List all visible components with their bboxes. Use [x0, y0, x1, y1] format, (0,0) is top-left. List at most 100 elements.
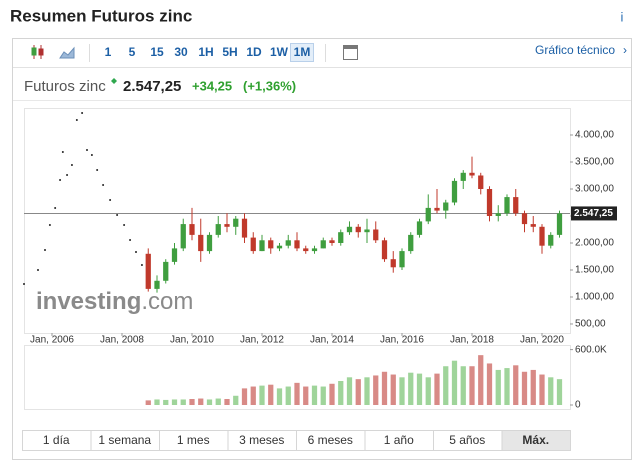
area-icon[interactable]: [59, 46, 75, 59]
volume-bar: [346, 377, 353, 405]
volume-bar: [434, 373, 440, 405]
history-dot: [90, 153, 93, 156]
candle-body: [180, 224, 186, 249]
volume-bar: [145, 400, 151, 405]
candle-body: [259, 240, 265, 252]
volume-bar: [303, 386, 309, 405]
history-dot: [135, 251, 137, 254]
candle-body: [425, 207, 431, 222]
history-dot: [102, 183, 105, 186]
instrument-name: Futuros zinc: [24, 78, 106, 95]
candle-body: [224, 224, 230, 227]
candle-body: [206, 234, 213, 252]
volume-bar: [224, 399, 230, 405]
candle-body: [521, 213, 528, 225]
volume-bar: [171, 399, 178, 405]
range-button[interactable]: 6 meses: [308, 433, 353, 447]
range-button[interactable]: 1 mes: [177, 433, 210, 447]
range-button-bg[interactable]: [501, 430, 571, 451]
volume-bar: [408, 372, 414, 405]
calendar-icon[interactable]: [343, 45, 358, 60]
candle-body: [189, 224, 195, 235]
interval-button[interactable]: 5: [129, 45, 136, 59]
candle-body: [250, 237, 256, 252]
candle-body: [408, 234, 414, 252]
y-tick-label: 3.000,00: [575, 184, 614, 195]
volume-bar: [390, 374, 396, 405]
x-tick-label: Jan, 2018: [450, 335, 494, 346]
watermark-domain: .com: [141, 288, 193, 315]
plot-frame: [24, 108, 571, 334]
volume-bar: [399, 377, 405, 405]
widget-frame: [12, 38, 632, 460]
volume-bar: [504, 368, 510, 405]
range-button[interactable]: 5 años: [449, 433, 485, 447]
history-dot: [23, 282, 25, 285]
link-arrow[interactable]: ›: [623, 43, 627, 57]
history-dot: [109, 199, 112, 202]
interval-button[interactable]: 1W: [270, 45, 289, 59]
interval-button[interactable]: 15: [150, 45, 164, 59]
watermark-brand: investing: [36, 288, 141, 315]
interval-button[interactable]: 30: [174, 45, 188, 59]
candle-body: [443, 202, 449, 211]
history-dot: [66, 174, 69, 177]
range-button[interactable]: 3 meses: [239, 433, 284, 447]
volume-bar: [241, 388, 248, 405]
history-dot: [116, 213, 119, 216]
volume-bar: [215, 398, 221, 405]
volume-bar: [355, 379, 361, 405]
volume-bar: [416, 373, 423, 405]
interval-button[interactable]: 1M: [294, 45, 311, 59]
volume-bar: [329, 383, 335, 405]
interval-button[interactable]: 1: [105, 45, 112, 59]
candle-body: [241, 218, 248, 238]
range-button[interactable]: 1 año: [384, 433, 414, 447]
volume-bar: [259, 385, 265, 405]
volume-bar: [364, 377, 370, 405]
history-dot: [123, 224, 126, 227]
info-icon[interactable]: i: [621, 9, 624, 24]
candle-body: [285, 240, 291, 246]
candle-body: [504, 197, 510, 214]
candle-body: [154, 280, 160, 289]
candle-body: [320, 240, 326, 249]
candle-body: [303, 248, 309, 252]
x-tick-label: Jan, 2006: [30, 335, 74, 346]
range-button[interactable]: Máx.: [522, 433, 549, 447]
volume-bar: [530, 369, 536, 405]
history-dot: [61, 151, 64, 154]
technical-link[interactable]: Gráfico técnico: [535, 43, 615, 57]
volume-bar: [198, 398, 204, 405]
interval-button[interactable]: 1H: [198, 45, 213, 59]
candle-body: [338, 232, 344, 243]
volume-bar: [189, 399, 195, 405]
y-tick-label: 2.000,00: [575, 238, 614, 249]
x-tick-label: Jan, 2012: [240, 335, 284, 346]
interval-button[interactable]: 1D: [246, 45, 262, 59]
volume-bar: [206, 399, 213, 405]
history-dot: [44, 249, 46, 252]
x-tick-label: Jan, 2010: [170, 335, 214, 346]
history-dot: [129, 238, 132, 241]
candle-body: [495, 213, 501, 216]
volume-bar: [539, 374, 545, 405]
history-dot: [48, 224, 51, 227]
volume-bar: [381, 371, 388, 405]
history-dot: [96, 168, 99, 171]
volume-bar: [250, 386, 256, 405]
range-button[interactable]: 1 día: [43, 433, 70, 447]
x-tick-label: Jan, 2016: [380, 335, 424, 346]
interval-button[interactable]: 5H: [222, 45, 237, 59]
x-tick-label: Jan, 2014: [310, 335, 354, 346]
volume-bar: [294, 382, 300, 405]
volume-tick-label: 0: [575, 400, 581, 411]
candle-body: [215, 224, 221, 235]
candle-icon[interactable]: [31, 45, 44, 59]
candle-body: [145, 253, 151, 289]
y-tick-label: 4.000,00: [575, 130, 614, 141]
range-button[interactable]: 1 semana: [98, 433, 151, 447]
history-dot: [140, 263, 143, 266]
candle-body: [556, 213, 563, 235]
candle-body: [163, 261, 169, 281]
